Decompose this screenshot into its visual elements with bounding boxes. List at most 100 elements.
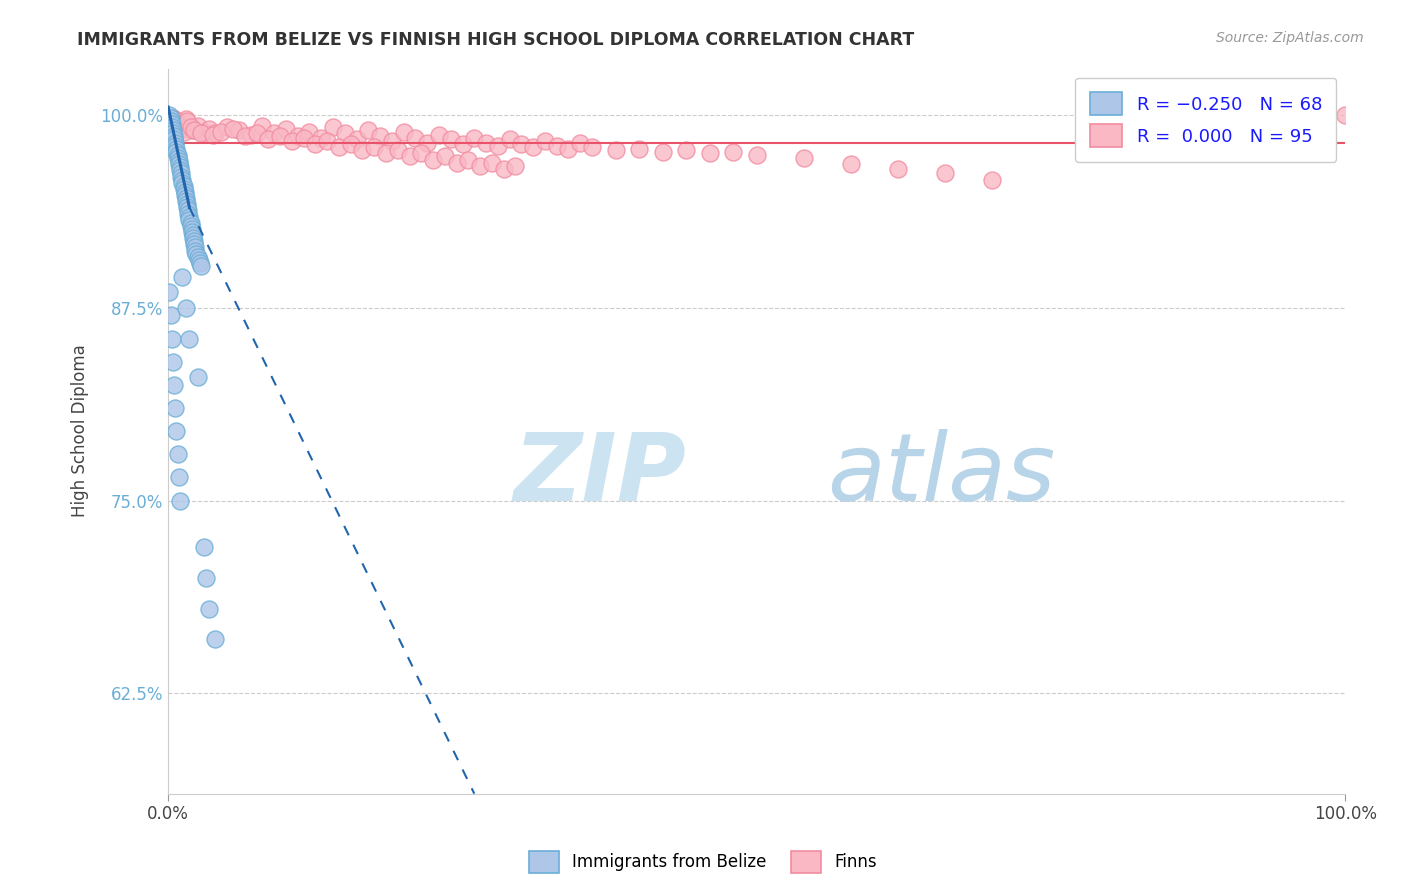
Point — [180, 120, 202, 135]
Point — [375, 146, 398, 161]
Legend: Immigrants from Belize, Finns: Immigrants from Belize, Finns — [522, 845, 884, 880]
Point — [346, 132, 368, 146]
Point — [190, 126, 212, 140]
Point — [433, 149, 456, 163]
Point — [180, 123, 202, 137]
Point — [222, 121, 245, 136]
Point — [169, 117, 191, 131]
Point — [188, 256, 211, 270]
Y-axis label: High School Diploma: High School Diploma — [72, 344, 89, 517]
Point — [569, 136, 592, 150]
Point — [581, 140, 603, 154]
Point — [699, 146, 721, 161]
Point — [163, 129, 186, 144]
Point — [170, 166, 193, 180]
Point — [157, 108, 180, 122]
Point — [333, 126, 356, 140]
Point — [316, 134, 339, 148]
Point — [173, 185, 195, 199]
Text: IMMIGRANTS FROM BELIZE VS FINNISH HIGH SCHOOL DIPLOMA CORRELATION CHART: IMMIGRANTS FROM BELIZE VS FINNISH HIGH S… — [77, 31, 914, 49]
Point — [1334, 108, 1357, 122]
Point — [198, 601, 221, 615]
Point — [239, 128, 262, 142]
Point — [166, 447, 188, 461]
Point — [163, 377, 186, 392]
Point — [228, 123, 250, 137]
Point — [451, 137, 474, 152]
Point — [411, 146, 433, 161]
Point — [165, 136, 187, 150]
Point — [427, 128, 450, 142]
Point — [233, 129, 256, 144]
Point — [166, 114, 188, 128]
Point — [180, 219, 202, 233]
Point — [180, 225, 202, 239]
Point — [398, 149, 420, 163]
Point — [166, 148, 188, 162]
Point — [522, 140, 544, 154]
Point — [165, 142, 187, 156]
Point — [309, 131, 332, 145]
Point — [486, 138, 509, 153]
Point — [651, 145, 673, 159]
Point — [194, 571, 217, 585]
Point — [368, 129, 391, 144]
Point — [186, 246, 208, 260]
Point — [209, 125, 232, 139]
Point — [159, 114, 181, 128]
Point — [481, 155, 503, 169]
Point — [269, 129, 291, 144]
Point — [169, 161, 191, 175]
Point — [165, 145, 187, 159]
Point — [304, 137, 326, 152]
Point — [193, 125, 215, 139]
Point — [157, 285, 180, 300]
Point — [404, 131, 426, 145]
Point — [179, 212, 201, 227]
Point — [159, 111, 181, 125]
Point — [605, 143, 627, 157]
Point — [492, 161, 515, 176]
Point — [204, 632, 226, 647]
Point — [160, 117, 183, 131]
Point — [179, 332, 201, 346]
Point — [173, 182, 195, 196]
Point — [252, 119, 274, 133]
Point — [176, 197, 198, 211]
Point — [176, 114, 198, 128]
Point — [174, 194, 197, 209]
Legend: R = −0.250   N = 68, R =  0.000   N = 95: R = −0.250 N = 68, R = 0.000 N = 95 — [1076, 78, 1337, 161]
Point — [463, 131, 485, 145]
Point — [166, 151, 188, 165]
Point — [793, 151, 815, 165]
Point — [179, 121, 201, 136]
Point — [263, 126, 285, 140]
Point — [416, 136, 439, 150]
Point — [887, 161, 910, 176]
Point — [180, 222, 202, 236]
Point — [174, 301, 197, 315]
Point — [181, 231, 204, 245]
Point — [167, 470, 190, 484]
Point — [934, 166, 956, 180]
Point — [510, 137, 533, 152]
Point — [159, 309, 181, 323]
Point — [292, 131, 315, 145]
Point — [167, 157, 190, 171]
Point — [190, 259, 212, 273]
Point — [198, 121, 221, 136]
Point — [172, 172, 194, 186]
Point — [440, 132, 463, 146]
Point — [274, 121, 297, 136]
Point — [498, 132, 520, 146]
Point — [173, 178, 195, 193]
Point — [160, 332, 183, 346]
Point — [352, 143, 374, 157]
Point — [204, 126, 226, 140]
Point — [184, 244, 207, 258]
Point — [363, 140, 385, 154]
Point — [628, 142, 651, 156]
Point — [281, 134, 304, 148]
Point — [339, 137, 361, 152]
Point — [187, 250, 209, 264]
